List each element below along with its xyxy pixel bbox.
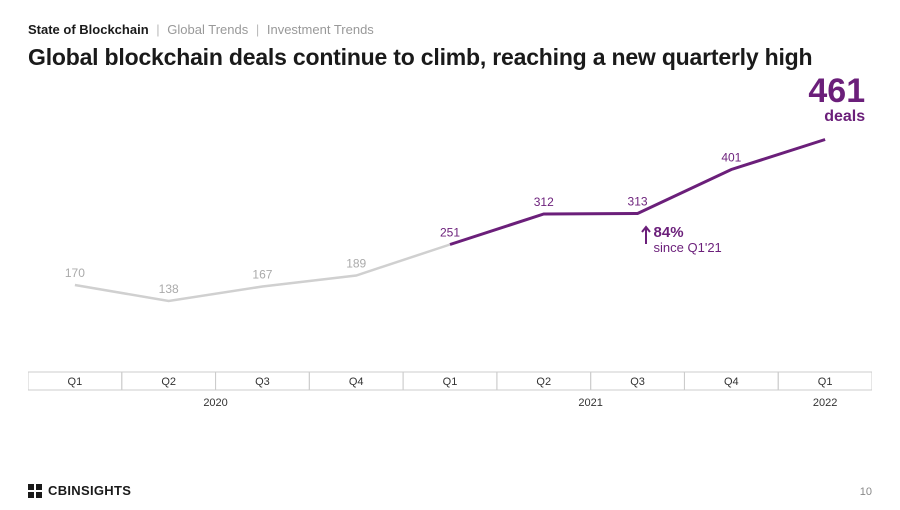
svg-text:2022: 2022 <box>813 397 837 409</box>
deals-line-chart: Q1 Q2 Q3 Q4 Q1 Q2 Q3 Q4 Q1 2020 2021 2022 170 138 167 1… <box>28 90 872 420</box>
svg-text:189: 189 <box>346 257 366 271</box>
svg-text:Q4: Q4 <box>349 376 364 388</box>
svg-text:Q1: Q1 <box>443 376 458 388</box>
breadcrumb-sep: | <box>156 22 159 37</box>
logo-mark-icon <box>28 484 42 498</box>
page-title: Global blockchain deals continue to clim… <box>28 44 812 71</box>
annotation-pct: 84% <box>654 224 684 241</box>
breadcrumb: State of Blockchain | Global Trends | In… <box>28 22 374 37</box>
chart-annotation: 84% since Q1'21 <box>654 224 722 256</box>
callout-value: 461 <box>795 74 865 108</box>
callout-label: deals <box>795 108 865 126</box>
svg-text:Q1: Q1 <box>818 376 833 388</box>
chart-svg: Q1 Q2 Q3 Q4 Q1 Q2 Q3 Q4 Q1 2020 2021 2022 170 138 167 1… <box>28 90 872 420</box>
svg-text:138: 138 <box>159 282 179 296</box>
cbinsights-logo: CBINSIGHTS <box>28 483 131 498</box>
chart-callout: 461 deals <box>795 74 865 126</box>
svg-text:Q4: Q4 <box>724 376 739 388</box>
footer: CBINSIGHTS 10 <box>0 470 900 510</box>
breadcrumb-tail: Investment Trends <box>267 22 374 37</box>
breadcrumb-middle: Global Trends <box>167 22 248 37</box>
svg-text:2020: 2020 <box>203 397 227 409</box>
breadcrumb-sep: | <box>256 22 259 37</box>
svg-text:170: 170 <box>65 266 85 280</box>
svg-text:2021: 2021 <box>578 397 602 409</box>
logo-text: CBINSIGHTS <box>48 483 131 498</box>
svg-text:313: 313 <box>628 195 648 209</box>
svg-text:Q2: Q2 <box>161 376 176 388</box>
svg-text:401: 401 <box>721 151 741 165</box>
svg-text:312: 312 <box>534 195 554 209</box>
annotation-sub: since Q1'21 <box>654 240 722 255</box>
svg-text:Q2: Q2 <box>536 376 551 388</box>
svg-text:251: 251 <box>440 226 460 240</box>
svg-text:167: 167 <box>252 268 272 282</box>
svg-text:Q3: Q3 <box>255 376 270 388</box>
svg-text:Q1: Q1 <box>68 376 83 388</box>
breadcrumb-strong: State of Blockchain <box>28 22 149 37</box>
arrow-up-icon <box>640 224 652 246</box>
svg-text:Q3: Q3 <box>630 376 645 388</box>
page-number: 10 <box>860 486 872 498</box>
